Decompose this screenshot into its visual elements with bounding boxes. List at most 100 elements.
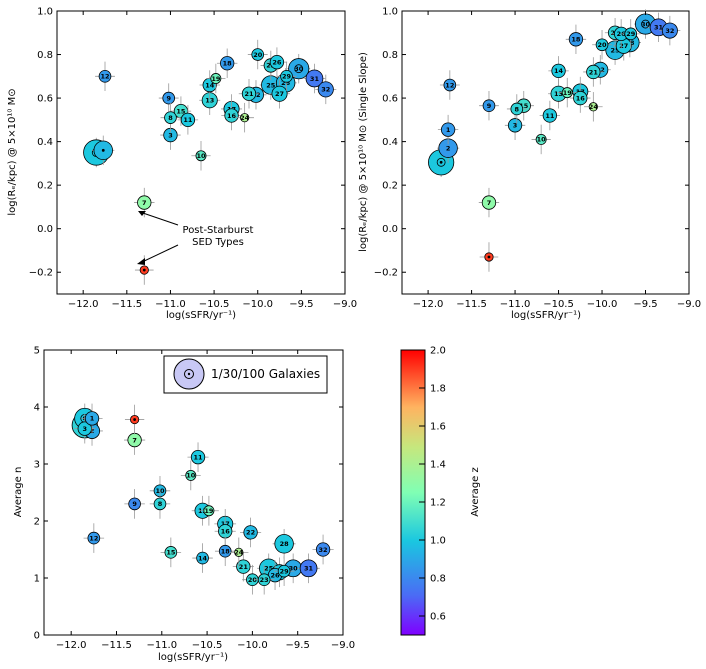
y-axis-label: log(Rₑ/kpc) @ 5×10¹⁰ M⊙ <box>7 88 18 215</box>
plot-frame <box>56 10 346 295</box>
scatter-point <box>573 90 588 106</box>
point-label: 7 <box>487 199 492 207</box>
scatter-point <box>84 411 100 426</box>
y-tick-label: 3 <box>34 460 40 471</box>
x-tick-label: −9.0 <box>333 299 357 310</box>
point-label: 32 <box>665 27 674 35</box>
x-tick-label: −12.0 <box>413 299 444 310</box>
scatter-point <box>271 85 288 102</box>
scatter-point <box>507 118 523 133</box>
y-tick-label: 0.6 <box>382 94 398 105</box>
x-tick-label: −10.5 <box>543 299 574 310</box>
point-label: 22 <box>246 529 255 537</box>
scatter-point <box>440 122 456 137</box>
y-tick-label: 0.8 <box>37 50 53 61</box>
y-tick-label: −0.2 <box>374 268 398 279</box>
point-label: 23 <box>260 576 269 584</box>
point-label: 29 <box>282 73 292 81</box>
scatter-point <box>299 559 318 578</box>
scatter-point <box>551 63 566 79</box>
scatter-point <box>240 113 250 123</box>
point-label: 32 <box>321 86 330 94</box>
colorbar-tick-label: 1.6 <box>430 422 446 433</box>
point-label: 16 <box>576 94 586 102</box>
point-label: 19 <box>211 75 221 83</box>
scatter-point <box>218 544 232 558</box>
point-label: 11 <box>194 453 204 461</box>
point-label: 25 <box>264 565 274 573</box>
point-label: 27 <box>619 42 628 50</box>
point-label: 28 <box>280 540 290 548</box>
scatter-point <box>568 32 584 47</box>
x-tick-label: −11.0 <box>500 299 531 310</box>
plot-frame <box>401 10 690 295</box>
scatter-point <box>234 547 244 557</box>
point-label: 25 <box>611 46 621 54</box>
scatter-point <box>180 112 196 127</box>
legend: 1/30/100 Galaxies <box>163 355 328 394</box>
point-label: 30 <box>289 565 299 573</box>
y-tick-label: 5 <box>34 346 40 357</box>
point-label: 12 <box>89 534 98 542</box>
scatter-point-ring <box>436 157 446 167</box>
y-tick-label: −0.2 <box>29 268 53 279</box>
scatter-point <box>137 195 152 210</box>
scatter-point <box>277 564 291 578</box>
scatter-point <box>164 111 177 124</box>
legend-label: 1/30/100 Galaxies <box>211 367 320 381</box>
scatter-point <box>236 559 251 574</box>
annotation-arrowhead <box>138 211 146 216</box>
annotation-line-2: SED Types <box>192 237 244 248</box>
x-tick-label: −11.0 <box>146 640 177 651</box>
y-tick-label: 0 <box>34 631 40 642</box>
point-label: 30 <box>294 65 304 73</box>
y-tick-label: 0.6 <box>37 94 53 105</box>
scatter-point <box>195 150 207 162</box>
point-label: 11 <box>183 116 193 124</box>
colorbar-tick-label: 1.4 <box>430 460 446 471</box>
x-tick-label: −9.0 <box>331 640 355 651</box>
x-tick-label: −11.5 <box>111 299 142 310</box>
scatter-point <box>274 534 294 554</box>
scatter-point <box>185 469 197 481</box>
point-label: 18 <box>221 548 231 556</box>
point-label: 24 <box>234 549 244 557</box>
point-label: 8 <box>168 114 173 122</box>
point-label: 16 <box>227 112 237 120</box>
scatter-point <box>624 27 638 41</box>
scatter-point <box>220 56 235 71</box>
colorbar-tick-label: 1.2 <box>430 498 446 509</box>
point-label: 20 <box>253 51 263 59</box>
point-label: 3 <box>513 122 518 130</box>
point-label: 21 <box>589 68 599 76</box>
scatter-points: 3022528311317222732171531114181621232612… <box>428 9 681 272</box>
scatter-point <box>269 55 285 70</box>
scatter-point <box>243 525 258 540</box>
scatter-point <box>561 87 573 99</box>
point-label: 12 <box>100 73 109 81</box>
y-axis-label: log(Rₑ/kpc) @ 5×10¹⁰ M⊙ (Single Slope) <box>358 52 369 252</box>
point-label: 15 <box>176 107 186 115</box>
point-label: 20 <box>598 41 608 49</box>
x-tick-label: −12.0 <box>68 299 99 310</box>
scatter-point <box>164 546 178 559</box>
point-label: 16 <box>221 528 231 536</box>
scatter-point <box>317 81 334 98</box>
point-label: 29 <box>280 567 290 575</box>
panel-top-left: 3025283113172227327153111418162123261298… <box>7 10 346 321</box>
point-label: 14 <box>198 554 208 562</box>
x-tick-label: −9.0 <box>677 299 701 310</box>
point-label: 26 <box>272 58 282 66</box>
x-tick-label: −11.5 <box>101 640 132 651</box>
point-label: 21 <box>244 90 254 98</box>
scatter-point <box>98 70 112 83</box>
x-tick-label: −11.5 <box>456 299 487 310</box>
y-tick-label: 1.0 <box>382 7 398 18</box>
point-label: 25 <box>266 81 276 89</box>
point-label: 9 <box>487 102 492 110</box>
x-tick-label: −9.5 <box>286 640 310 651</box>
point-label: 9 <box>166 94 171 102</box>
point-label: 8 <box>158 500 163 508</box>
point-label: 14 <box>554 67 564 75</box>
legend-marker-inner <box>187 372 191 376</box>
